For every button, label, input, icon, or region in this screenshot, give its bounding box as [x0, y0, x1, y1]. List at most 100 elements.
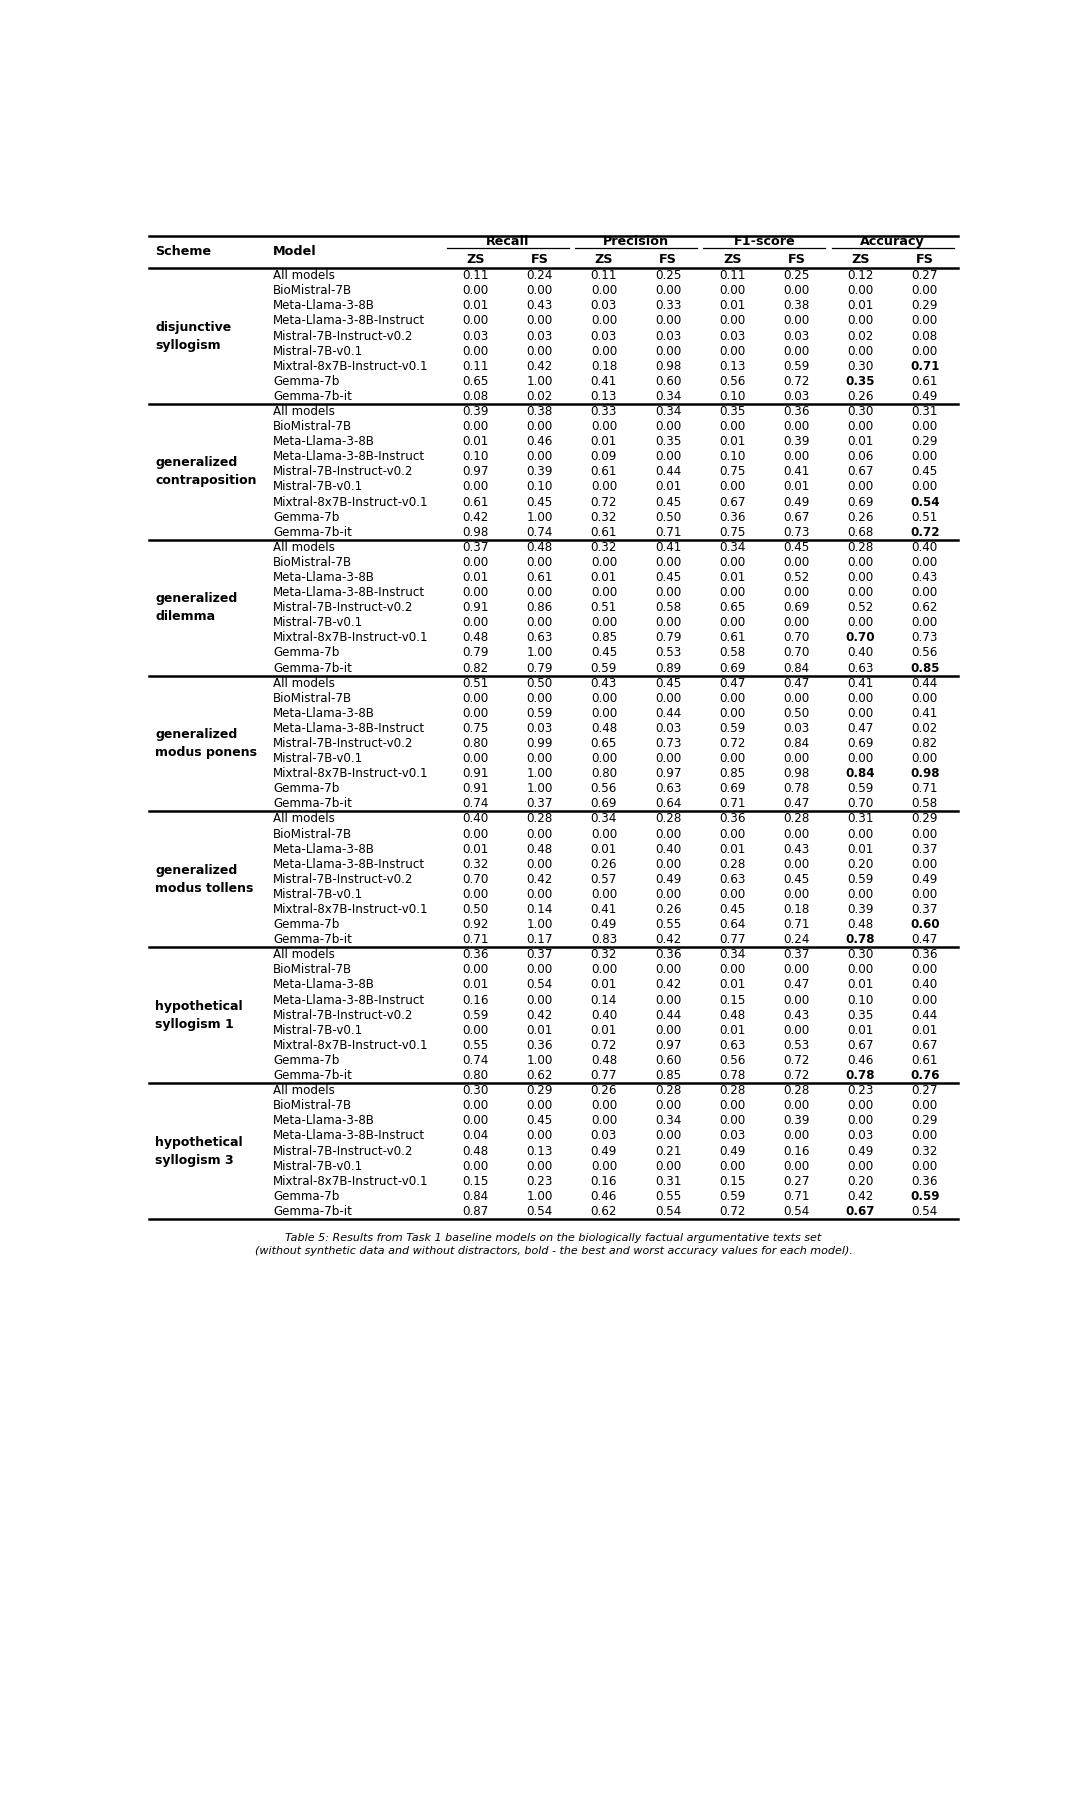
Text: 0.74: 0.74	[462, 797, 489, 811]
Text: 0.00: 0.00	[654, 964, 681, 976]
Text: 0.00: 0.00	[783, 752, 810, 766]
Text: 0.00: 0.00	[783, 994, 810, 1007]
Text: 0.77: 0.77	[591, 1070, 617, 1082]
Text: 0.41: 0.41	[848, 676, 874, 690]
Text: 0.85: 0.85	[591, 631, 617, 644]
Text: 0.42: 0.42	[654, 978, 681, 991]
Text: 0.00: 0.00	[654, 1023, 681, 1037]
Text: 0.00: 0.00	[527, 858, 553, 870]
Text: 0.00: 0.00	[848, 421, 874, 433]
Text: 0.34: 0.34	[654, 405, 681, 417]
Text: 0.73: 0.73	[654, 737, 681, 750]
Text: 0.50: 0.50	[783, 707, 810, 719]
Text: 0.56: 0.56	[719, 374, 745, 388]
Text: 0.43: 0.43	[783, 1009, 810, 1021]
Text: 0.01: 0.01	[848, 978, 874, 991]
Text: BioMistral-7B: BioMistral-7B	[273, 556, 352, 568]
Text: 0.63: 0.63	[719, 872, 745, 886]
Text: BioMistral-7B: BioMistral-7B	[273, 692, 352, 705]
Text: 0.85: 0.85	[719, 768, 745, 780]
Text: 0.21: 0.21	[654, 1145, 681, 1158]
Text: Gemma-7b-it: Gemma-7b-it	[273, 525, 352, 539]
Text: 0.00: 0.00	[654, 752, 681, 766]
Text: 0.13: 0.13	[719, 360, 745, 372]
Text: 0.01: 0.01	[462, 298, 489, 313]
Text: 0.25: 0.25	[783, 270, 810, 282]
Text: 0.52: 0.52	[848, 601, 874, 615]
Text: 0.61: 0.61	[719, 631, 745, 644]
Text: 0.01: 0.01	[848, 435, 874, 448]
Text: 0.24: 0.24	[783, 933, 810, 946]
Text: 0.00: 0.00	[527, 586, 553, 599]
Text: 0.71: 0.71	[462, 933, 489, 946]
Text: 0.00: 0.00	[783, 284, 810, 297]
Text: 0.00: 0.00	[462, 421, 488, 433]
Text: 0.84: 0.84	[462, 1190, 488, 1203]
Text: 0.00: 0.00	[462, 692, 488, 705]
Text: 0.44: 0.44	[654, 466, 681, 478]
Text: 0.10: 0.10	[719, 390, 745, 403]
Text: 0.00: 0.00	[719, 827, 745, 841]
Text: 0.44: 0.44	[654, 707, 681, 719]
Text: 0.28: 0.28	[719, 858, 745, 870]
Text: 0.27: 0.27	[912, 270, 937, 282]
Text: 0.39: 0.39	[783, 435, 810, 448]
Text: 0.28: 0.28	[719, 1084, 745, 1097]
Text: 0.62: 0.62	[912, 601, 937, 615]
Text: 0.00: 0.00	[719, 421, 745, 433]
Text: Meta-Llama-3-8B: Meta-Llama-3-8B	[273, 435, 375, 448]
Text: 0.00: 0.00	[591, 1160, 617, 1172]
Text: 0.91: 0.91	[462, 782, 489, 795]
Text: 0.16: 0.16	[783, 1145, 810, 1158]
Text: 0.00: 0.00	[591, 1099, 617, 1113]
Text: 0.00: 0.00	[654, 617, 681, 629]
Text: Table 5: Results from Task 1 baseline models on the biologically factual argumen: Table 5: Results from Task 1 baseline mo…	[255, 1233, 852, 1257]
Text: 0.00: 0.00	[719, 964, 745, 976]
Text: 0.40: 0.40	[912, 978, 937, 991]
Text: Mixtral-8x7B-Instruct-v0.1: Mixtral-8x7B-Instruct-v0.1	[273, 631, 429, 644]
Text: 0.49: 0.49	[848, 1145, 874, 1158]
Text: 0.00: 0.00	[783, 315, 810, 327]
Text: 0.98: 0.98	[654, 360, 681, 372]
Text: 0.00: 0.00	[783, 556, 810, 568]
Text: 0.00: 0.00	[848, 480, 874, 493]
Text: 0.00: 0.00	[719, 692, 745, 705]
Text: 0.00: 0.00	[719, 1160, 745, 1172]
Text: 0.20: 0.20	[848, 858, 874, 870]
Text: 0.49: 0.49	[591, 919, 617, 931]
Text: 0.00: 0.00	[462, 1115, 488, 1127]
Text: 0.65: 0.65	[719, 601, 745, 615]
Text: 0.01: 0.01	[719, 843, 745, 856]
Text: ZS: ZS	[723, 254, 742, 266]
Text: 0.06: 0.06	[848, 450, 874, 464]
Text: 0.00: 0.00	[783, 1160, 810, 1172]
Text: 0.41: 0.41	[912, 707, 937, 719]
Text: Mistral-7B-Instruct-v0.2: Mistral-7B-Instruct-v0.2	[273, 1145, 414, 1158]
Text: BioMistral-7B: BioMistral-7B	[273, 1099, 352, 1113]
Text: 0.54: 0.54	[527, 1205, 553, 1217]
Text: 0.72: 0.72	[591, 496, 617, 509]
Text: 0.01: 0.01	[848, 843, 874, 856]
Text: 0.00: 0.00	[462, 617, 488, 629]
Text: 0.00: 0.00	[848, 315, 874, 327]
Text: 0.37: 0.37	[526, 948, 553, 962]
Text: 0.49: 0.49	[912, 872, 937, 886]
Text: Meta-Llama-3-8B: Meta-Llama-3-8B	[273, 843, 375, 856]
Text: 0.00: 0.00	[462, 480, 488, 493]
Text: Mixtral-8x7B-Instruct-v0.1: Mixtral-8x7B-Instruct-v0.1	[273, 1174, 429, 1188]
Text: 0.03: 0.03	[527, 723, 553, 735]
Text: 0.00: 0.00	[591, 964, 617, 976]
Text: 0.72: 0.72	[591, 1039, 617, 1052]
Text: 0.41: 0.41	[783, 466, 810, 478]
Text: 0.13: 0.13	[591, 390, 617, 403]
Text: 0.40: 0.40	[591, 1009, 617, 1021]
Text: 0.97: 0.97	[462, 466, 489, 478]
Text: 0.71: 0.71	[719, 797, 745, 811]
Text: 0.51: 0.51	[591, 601, 617, 615]
Text: 0.28: 0.28	[783, 1084, 810, 1097]
Text: 0.00: 0.00	[912, 421, 937, 433]
Text: 0.70: 0.70	[846, 631, 876, 644]
Text: 0.47: 0.47	[783, 676, 810, 690]
Text: 0.78: 0.78	[719, 1070, 745, 1082]
Text: 0.56: 0.56	[912, 647, 937, 660]
